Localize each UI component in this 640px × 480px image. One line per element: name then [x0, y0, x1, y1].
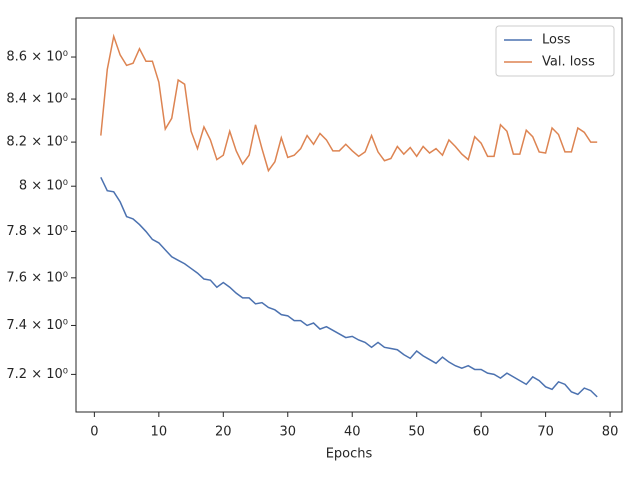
x-tick-label: 0 — [90, 425, 98, 440]
legend-label: Val. loss — [542, 55, 595, 70]
x-tick-label: 50 — [408, 425, 425, 440]
y-tick-label: 7.8 × 10⁰ — [6, 224, 68, 239]
x-tick-label: 30 — [279, 425, 296, 440]
line — [100, 33, 598, 173]
x-tick-label: 60 — [473, 425, 490, 440]
x-tick-label: 70 — [537, 425, 554, 440]
y-tick-label: 7.6 × 10⁰ — [6, 270, 68, 285]
x-tick-label: 10 — [151, 425, 168, 440]
y-tick-label: 7.4 × 10⁰ — [6, 318, 68, 333]
legend-box — [495, 25, 615, 77]
line — [100, 176, 598, 398]
x-tick-label: 20 — [215, 425, 232, 440]
x-axis-label: Epochs — [326, 447, 373, 462]
y-tick-label: 8.6 × 10⁰ — [6, 50, 68, 65]
plot-frame — [75, 17, 623, 413]
y-tick-label: 7.2 × 10⁰ — [6, 367, 68, 382]
y-tick-label: 8.4 × 10⁰ — [6, 92, 68, 107]
y-tick-label: 8 × 10⁰ — [19, 179, 68, 194]
x-tick-label: 80 — [602, 425, 619, 440]
y-tick-label: 8.2 × 10⁰ — [6, 135, 68, 150]
legend-label: Loss — [542, 33, 571, 48]
x-tick-label: 40 — [344, 425, 361, 440]
